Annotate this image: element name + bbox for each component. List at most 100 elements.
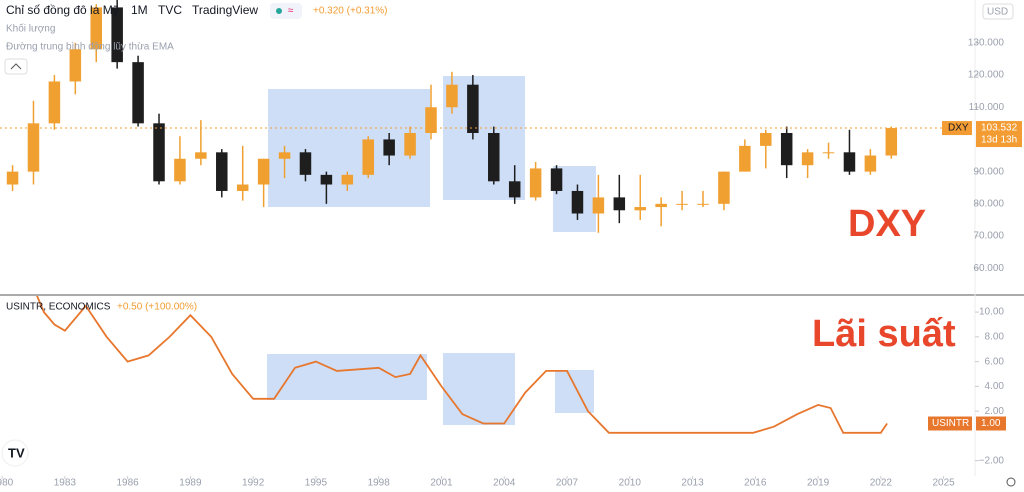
highlight [268,89,430,207]
candle-body [780,132,793,166]
candle-body [885,128,898,156]
candle-body [488,132,500,182]
status-pill[interactable] [270,3,302,19]
candle-body [216,152,228,191]
indicator[interactable]: Khối lượng [6,23,55,35]
x-tick-label: 2025 [932,478,955,489]
candle-body [425,107,437,133]
candle-body [320,174,333,185]
candle-body [27,123,40,172]
candle-body [801,152,814,166]
x-tick-label: 1995 [305,478,328,489]
last-label: DXY [948,123,969,134]
source: TradingView [192,3,258,17]
status-icon: ≈ [288,6,294,17]
x-tick-label: 1998 [368,478,391,489]
symbol: Chỉ số đồng đô la Mỹ [6,3,119,17]
y-tick-label: 130.000 [968,37,1005,48]
y-tick-label: 2.00 [985,406,1005,417]
candle-body [864,155,877,172]
candle-body [634,207,646,211]
candle-body [822,152,835,154]
y-tick-label: 6.00 [985,356,1005,367]
price-pane [0,0,975,233]
candle-body [299,152,312,175]
annotation: DXY [848,203,926,245]
highlight [443,353,515,425]
candle-body [508,181,521,198]
y-tick-label: 80.000 [973,198,1004,209]
candle-body [6,171,19,185]
y-tick-label: 120.000 [968,70,1005,81]
currency: USD [987,7,1008,18]
candle-body [48,81,61,124]
rate-pane [36,296,888,434]
study-title: USINTR, ECONOMICS [6,302,111,313]
candle-body [760,132,772,146]
y-tick-label: 10.00 [979,307,1004,318]
x-tick-label: 1992 [242,478,265,489]
candle-body [446,84,458,108]
x-tick-label: 2019 [807,478,830,489]
candle-body [195,152,207,159]
candle-body [362,139,374,175]
logo[interactable] [1,439,29,467]
x-tick-label: 2013 [681,478,704,489]
candle-body [529,168,542,198]
candle-body [383,139,395,156]
indicator[interactable]: Đường trung bình động lũy thừa EMA [6,42,174,53]
x-tick-label: 2016 [744,478,767,489]
x-tick-label: 1980 [0,478,14,489]
candle-body [655,203,667,208]
annotation: Lãi suất [812,313,956,355]
candle-body [697,203,709,205]
candle-body [257,158,270,185]
collapse-icon [10,63,22,70]
candle-body [111,7,123,63]
collapse-button[interactable] [4,58,28,75]
last-value: 103.532 [981,123,1018,134]
x-tick-label: 2004 [493,478,516,489]
candle-body [278,152,291,159]
countdown: 13d 13h [981,135,1017,146]
candle-body [90,7,102,50]
x-tick-label: 2010 [619,478,642,489]
last-value-bg [976,121,1022,148]
y-tick-label: 8.00 [985,331,1005,342]
last-value-bg [976,416,1006,431]
candle-body [132,62,144,124]
y-tick-label: −2.00 [979,455,1005,466]
candle-body [843,152,856,172]
currency-button[interactable] [982,3,1014,20]
candle-body [69,49,82,82]
study-change: +0.50 (+100.00%) [117,302,197,313]
y-tick-label: 60.000 [973,263,1004,274]
settings-icon[interactable] [1006,477,1016,487]
candle-body [592,197,605,214]
y-tick-label: 70.000 [973,231,1004,242]
y-tick-label: 90.000 [973,166,1004,177]
exchange: TVC [158,3,182,17]
highlight [555,370,594,413]
x-tick-label: 1983 [54,478,77,489]
last-label: USINTR [932,418,969,429]
candle-body [613,197,626,211]
candle-body [404,132,416,156]
last-label-bg [928,416,972,431]
labels: Chỉ số đồng đô la Mỹ 1M TVC TradingView … [0,3,1022,489]
y-tick-label: 4.00 [985,381,1005,392]
candle-body [739,145,751,172]
price-change: +0.320 (+0.31%) [313,6,388,17]
x-tick-label: 2007 [556,478,579,489]
x-tick-label: 2001 [430,478,453,489]
candle-body [341,174,354,185]
candle-body [571,190,584,214]
x-tick-label: 1986 [117,478,140,489]
rate-line [36,296,888,434]
interval: 1M [131,3,148,17]
highlight [267,354,427,400]
x-tick-label: 2022 [870,478,893,489]
last-label-bg [942,121,972,136]
candle-body [467,84,479,133]
